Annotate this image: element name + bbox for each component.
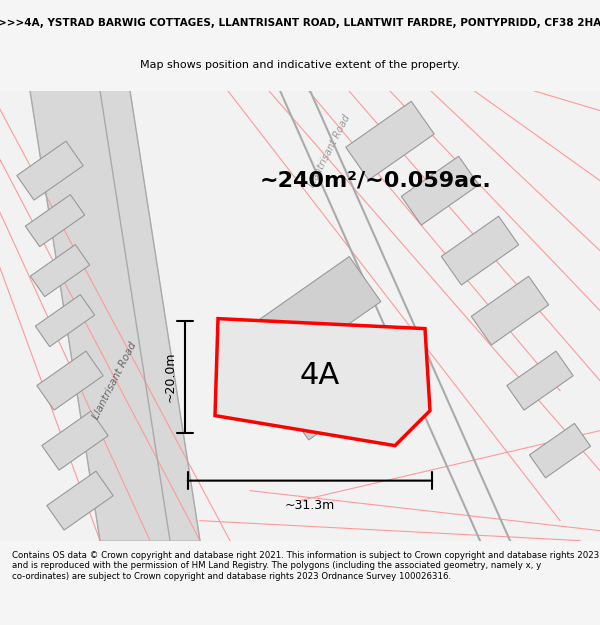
Polygon shape <box>215 319 430 446</box>
Polygon shape <box>17 141 83 200</box>
Polygon shape <box>25 194 85 247</box>
Text: ~240m²/~0.059ac.: ~240m²/~0.059ac. <box>260 171 492 191</box>
Polygon shape <box>31 244 89 297</box>
Polygon shape <box>286 361 374 440</box>
Polygon shape <box>37 351 103 410</box>
Text: Llantrisant Road: Llantrisant Road <box>307 112 353 189</box>
Polygon shape <box>441 216 519 285</box>
Polygon shape <box>47 471 113 530</box>
Text: Contains OS data © Crown copyright and database right 2021. This information is : Contains OS data © Crown copyright and d… <box>12 551 599 581</box>
Polygon shape <box>529 423 590 478</box>
Text: Llantrisant Road: Llantrisant Road <box>91 341 139 421</box>
Text: ~20.0m: ~20.0m <box>164 352 177 402</box>
Polygon shape <box>507 351 573 410</box>
Text: 4A: 4A <box>300 361 340 390</box>
Polygon shape <box>30 91 200 541</box>
Polygon shape <box>259 256 381 365</box>
Polygon shape <box>346 101 434 180</box>
Text: Map shows position and indicative extent of the property.: Map shows position and indicative extent… <box>140 60 460 70</box>
Polygon shape <box>401 156 479 225</box>
Text: >>>4A, YSTRAD BARWIG COTTAGES, LLANTRISANT ROAD, LLANTWIT FARDRE, PONTYPRIDD, CF: >>>4A, YSTRAD BARWIG COTTAGES, LLANTRISA… <box>0 18 600 28</box>
Polygon shape <box>471 276 549 345</box>
Text: ~31.3m: ~31.3m <box>285 499 335 512</box>
Polygon shape <box>35 294 95 347</box>
Polygon shape <box>42 411 108 470</box>
